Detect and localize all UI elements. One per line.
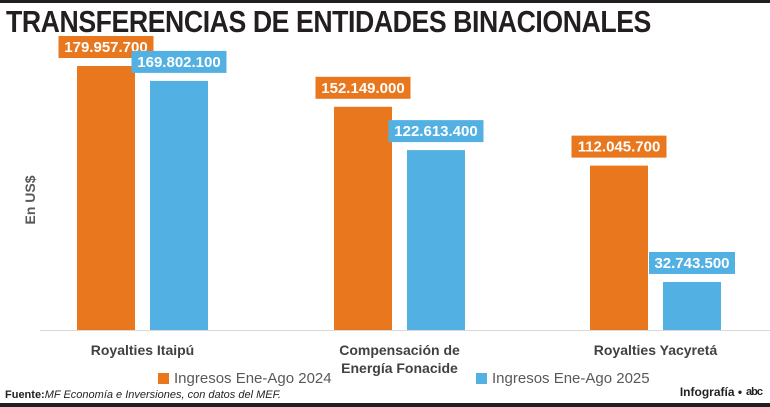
credit-text: Infografía • [679,385,743,399]
source-note: Fuente:MF Economía e Inversiones, con da… [5,389,281,401]
credit: Infografía • abc [679,385,763,399]
category-label-0: Royalties Itaipú [91,342,194,358]
chart-title: TRANSFERENCIAS DE ENTIDADES BINACIONALES [6,4,651,39]
source-label: Fuente: [5,389,45,401]
value-label-box-2024-1 [315,76,411,99]
bar-2025-2 [663,281,721,330]
bar-2025-1 [407,150,465,330]
source-text: MF Economía e Inversiones, con datos del… [44,389,281,401]
bar-2024-0 [77,66,135,330]
value-label-2024-1: 152.149.000 [321,80,404,97]
top-rule [0,0,770,3]
abc-logo-icon: abc [746,386,763,398]
value-label-2025-1: 122.613.400 [394,123,477,140]
legend-swatch-2024 [158,373,169,384]
legend-label-2024: Ingresos Ene-Ago 2024 [174,370,332,387]
value-label-2025-2: 32.743.500 [654,255,729,272]
bar-2024-2 [590,165,648,330]
legend-item-2025: Ingresos Ene-Ago 2025 [476,370,650,387]
category-label-1-line-1: Energía Fonacide [341,360,458,376]
value-label-2024-2: 112.045.700 [578,139,661,156]
value-label-box-2025-0 [131,50,227,73]
bottom-rule [0,403,770,407]
bar-2024-1 [334,106,392,330]
category-label-1-line-0: Compensación de [339,342,460,358]
category-label-2: Royalties Yacyretá [594,342,718,358]
value-label-box-2025-1 [388,120,484,143]
bar-2025-0 [150,80,208,331]
value-label-2025-0: 169.802.100 [137,54,220,71]
value-label-box-2024-2 [571,135,667,158]
legend-label-2025: Ingresos Ene-Ago 2025 [492,370,650,387]
value-label-2024-0: 179.957.700 [64,39,147,56]
legend-swatch-2025 [476,373,487,384]
value-label-box-2024-0 [58,36,154,58]
value-label-box-2025-2 [649,251,735,274]
legend-item-2024: Ingresos Ene-Ago 2024 [158,370,332,387]
